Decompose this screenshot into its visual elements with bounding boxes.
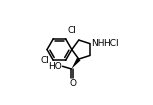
Text: NH: NH bbox=[92, 39, 105, 48]
Text: Cl: Cl bbox=[68, 26, 77, 35]
Text: O: O bbox=[69, 79, 76, 88]
Text: Cl: Cl bbox=[41, 56, 50, 65]
Polygon shape bbox=[71, 58, 80, 69]
Text: HO: HO bbox=[48, 62, 62, 71]
Text: HCl: HCl bbox=[103, 39, 119, 48]
